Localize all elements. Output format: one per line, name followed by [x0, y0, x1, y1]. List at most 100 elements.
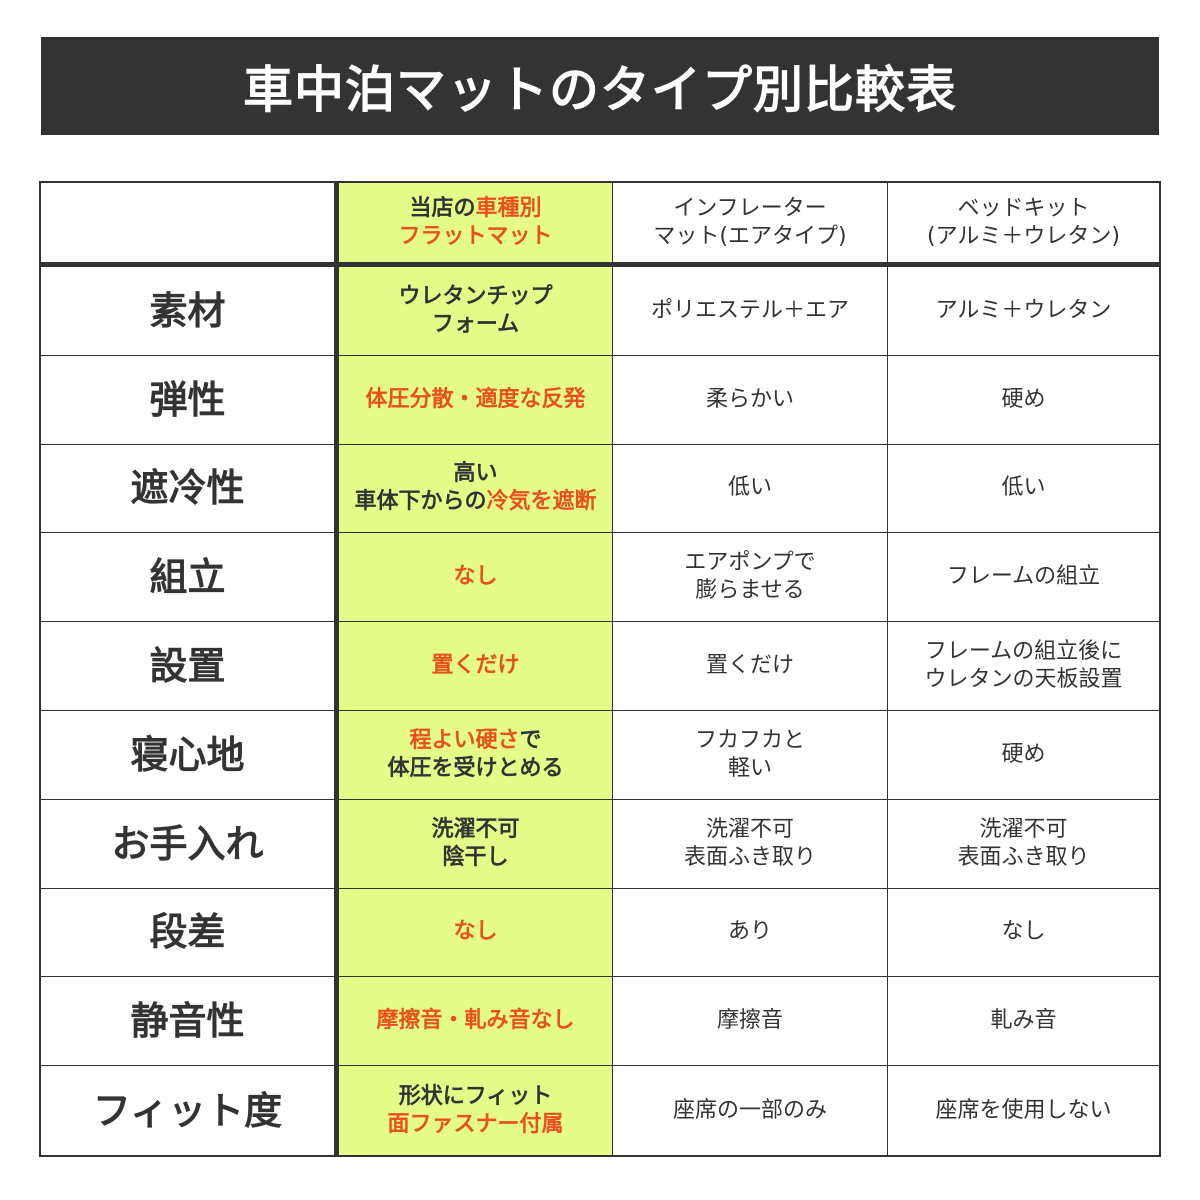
- cell-line: 低い: [1001, 474, 1045, 502]
- cell-text: フカフカと: [694, 727, 805, 753]
- cell-line: なし: [1001, 918, 1045, 946]
- highlighted-text: 体圧分散・適度な反発: [365, 386, 586, 412]
- cell-inflator-mat: 置くだけ: [613, 622, 888, 711]
- row-label: 設置: [41, 622, 339, 711]
- cell-bed-kit: フレームの組立後に ウレタンの天板設置: [888, 622, 1159, 711]
- cell-line: 座席を使用しない: [935, 1097, 1111, 1125]
- header-row-label: [41, 183, 339, 267]
- cell-text: フレームの組立: [946, 564, 1101, 590]
- cell-text: 高い: [453, 461, 498, 487]
- cell-our-flat-mat: 体圧分散・適度な反発: [339, 355, 613, 445]
- cell-text: 洗濯不可: [705, 816, 794, 842]
- row-label: 素材: [41, 267, 339, 356]
- cell-line: ベッドキット: [957, 195, 1089, 223]
- highlighted-text: 摩擦音・軋み音なし: [376, 1008, 575, 1034]
- cell-line: 置くだけ: [431, 652, 519, 680]
- cell-our-flat-mat: 程よい硬さで 体圧を受けとめる: [339, 711, 613, 800]
- row-label: 組立: [41, 533, 339, 623]
- highlighted-text: 車種別: [475, 195, 542, 221]
- cell-text: 陰干し: [442, 844, 509, 870]
- cell-text: ウレタンチップ: [398, 283, 553, 309]
- cell-text: 軽い: [727, 755, 772, 781]
- cell-text: 形状にフィット: [398, 1083, 553, 1109]
- highlighted-text: 置くだけ: [431, 653, 520, 679]
- cell-line: 摩擦音・軋み音なし: [376, 1007, 574, 1035]
- cell-line: 当店の車種別: [409, 195, 541, 223]
- cell-line: 座席の一部のみ: [673, 1097, 827, 1125]
- cell-line: 表面ふき取り: [684, 844, 816, 872]
- cell-line: 体圧を受けとめる: [387, 755, 563, 783]
- cell-text: あり: [727, 919, 772, 945]
- cell-text: マット(エアタイプ): [653, 223, 847, 249]
- highlighted-text: なし: [453, 919, 498, 945]
- cell-our-flat-mat: 形状にフィット 面ファスナー付属: [339, 1066, 613, 1155]
- header-inflator-mat: インフレーター マット(エアタイプ): [613, 183, 888, 267]
- cell-text: フレームの組立後に: [924, 639, 1123, 665]
- cell-text: ベッドキット: [957, 195, 1090, 221]
- cell-text: ウレタンの天板設置: [924, 667, 1123, 693]
- cell-line: フォーム: [432, 311, 519, 339]
- cell-line: 硬め: [1001, 741, 1045, 769]
- cell-line: エアポンプで: [684, 549, 815, 577]
- page-title: 車中泊マットのタイプ別比較表: [41, 37, 1159, 135]
- cell-line: (アルミ＋ウレタン): [927, 223, 1120, 251]
- cell-bed-kit: 低い: [888, 445, 1159, 534]
- cell-text: アルミ＋ウレタン: [935, 297, 1112, 323]
- cell-line: 洗濯不可: [979, 816, 1067, 844]
- cell-line: インフレーター: [673, 195, 826, 223]
- cell-text: 膨らませる: [695, 578, 805, 604]
- cell-line: マット(エアタイプ): [653, 223, 846, 251]
- cell-line: フカフカと: [695, 727, 805, 755]
- row-label: 弾性: [41, 355, 339, 445]
- highlighted-text: 冷気を遮断: [486, 489, 597, 515]
- cell-line: なし: [453, 563, 497, 591]
- cell-inflator-mat: ポリエステル＋エア: [613, 267, 888, 356]
- cell-line: 洗濯不可: [431, 816, 519, 844]
- cell-line: 表面ふき取り: [957, 844, 1089, 872]
- cell-text: 当店の: [409, 195, 476, 221]
- cell-text: エアポンプで: [684, 550, 816, 576]
- cell-bed-kit: なし: [888, 889, 1159, 978]
- cell-line: ウレタンチップ: [398, 283, 552, 311]
- cell-text: 置くだけ: [705, 653, 794, 679]
- cell-bed-kit: フレームの組立: [888, 533, 1159, 623]
- cell-our-flat-mat: 摩擦音・軋み音なし: [339, 977, 613, 1067]
- highlighted-text: フラットマット: [398, 223, 553, 249]
- cell-line: 軋み音: [990, 1007, 1056, 1035]
- cell-text: 座席を使用しない: [935, 1097, 1112, 1123]
- cell-line: 膨らませる: [695, 577, 804, 605]
- cell-bed-kit: 座席を使用しない: [888, 1066, 1159, 1155]
- cell-text: 体圧を受けとめる: [387, 755, 564, 781]
- cell-line: 形状にフィット: [399, 1083, 553, 1111]
- cell-inflator-mat: 低い: [613, 444, 888, 534]
- cell-text: で: [519, 727, 542, 753]
- header-our-flat-mat: 当店の車種別 フラットマット: [339, 183, 613, 267]
- cell-inflator-mat: 摩擦音: [613, 977, 888, 1067]
- row-label: 寝心地: [41, 711, 339, 800]
- cell-line: ウレタンの天板設置: [924, 666, 1122, 694]
- cell-text: 柔らかい: [705, 386, 794, 412]
- cell-text: フォーム: [431, 311, 520, 337]
- row-label: 段差: [41, 888, 339, 978]
- cell-our-flat-mat: 置くだけ: [339, 622, 613, 711]
- cell-line: 程よい硬さで: [409, 727, 541, 755]
- row-label: フィット度: [41, 1066, 339, 1155]
- cell-inflator-mat: エアポンプで 膨らませる: [613, 533, 888, 623]
- cell-line: 置くだけ: [706, 652, 794, 680]
- cell-inflator-mat: 柔らかい: [613, 355, 888, 445]
- cell-inflator-mat: 洗濯不可 表面ふき取り: [613, 799, 888, 889]
- highlighted-text: なし: [453, 564, 498, 590]
- cell-inflator-mat: フカフカと 軽い: [613, 711, 888, 800]
- cell-text: 摩擦音: [716, 1008, 783, 1034]
- cell-line: 陰干し: [442, 844, 508, 872]
- comparison-table: 当店の車種別 フラットマット インフレーター マット(エアタイプ) ベッドキット (アルミ…: [39, 181, 1161, 1157]
- cell-line: フレームの組立後に: [925, 638, 1122, 666]
- cell-text: (アルミ＋ウレタン): [927, 223, 1120, 249]
- cell-line: あり: [728, 918, 772, 946]
- cell-line: 低い: [728, 474, 772, 502]
- cell-line: 柔らかい: [706, 386, 794, 414]
- cell-line: フラットマット: [398, 223, 552, 251]
- cell-line: 高い: [453, 460, 497, 488]
- cell-line: 体圧分散・適度な反発: [365, 386, 585, 414]
- cell-text: 洗濯不可: [431, 816, 520, 842]
